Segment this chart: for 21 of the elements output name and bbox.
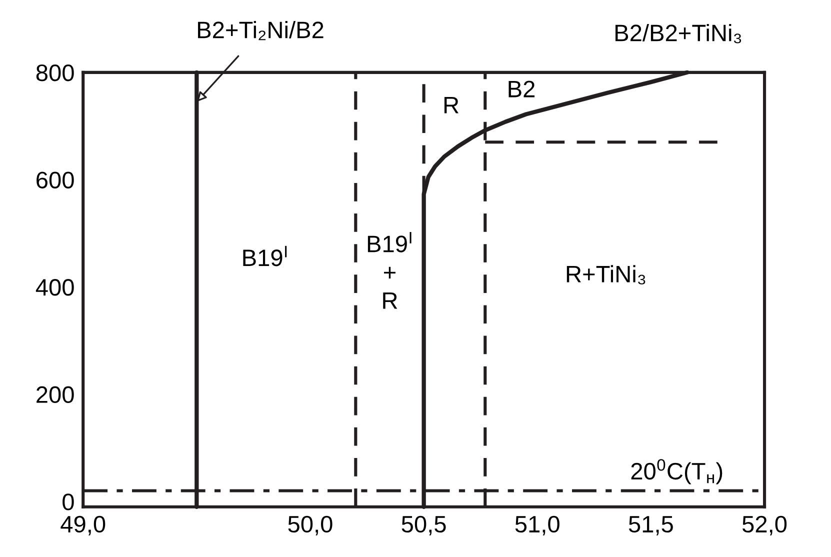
x-tick-label: 51,5 (628, 516, 673, 536)
annotation: B2+Ti₂Ni/B2 (198, 21, 324, 40)
annotation: R+TiNi₃ (566, 265, 646, 284)
ref-line-label: 20$^{0}$C(T$_{н}$) (631, 459, 722, 484)
x-tick-label: 52,0 (742, 516, 787, 536)
annotation: R (444, 97, 458, 114)
y-tick-label: 600 (36, 172, 74, 188)
y-tick-label: 800 (36, 64, 74, 82)
x-tick-label: 51,0 (515, 516, 560, 536)
x-tick-label: 50,5 (402, 516, 446, 536)
y-tick-label: 400 (36, 279, 74, 296)
x-tick-label: 50,0 (288, 516, 332, 536)
annotation: R (383, 292, 398, 309)
annotation: B19$^{I}$ (243, 246, 287, 266)
text: B2/B2+TiNi₃ (616, 24, 742, 44)
x-tick-label: 49,0 (60, 516, 106, 536)
y-tick-label: 200 (36, 386, 74, 404)
annotation: + (384, 266, 396, 278)
annotation: B19$^{I}$ (368, 232, 412, 252)
annotation: B2 (508, 80, 535, 98)
y-tick-label: 0 (62, 494, 74, 510)
